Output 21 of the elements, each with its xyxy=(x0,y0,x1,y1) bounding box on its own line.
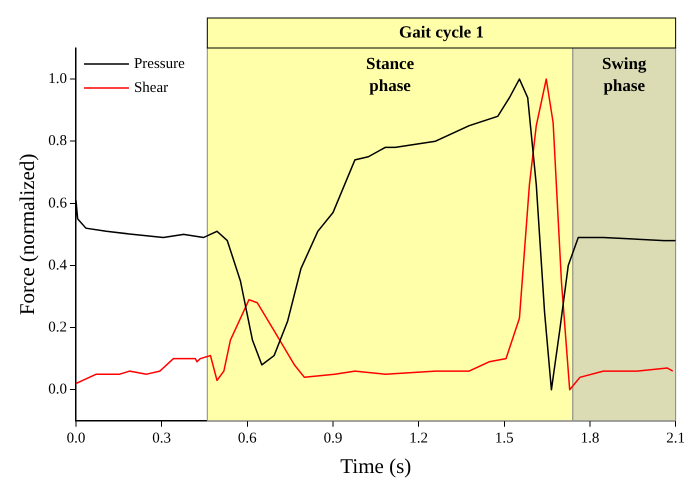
x-tick-label: 0.6 xyxy=(238,430,258,447)
y-tick-label: 0.0 xyxy=(48,382,67,398)
y-axis-title: Force (normalized) xyxy=(15,154,40,316)
x-tick-label: 0.0 xyxy=(66,430,86,447)
x-tick-label: 1.8 xyxy=(580,430,600,447)
x-axis-title: Time (s) xyxy=(340,454,412,478)
band-label: Swing phase xyxy=(602,54,647,95)
y-tick-label: 0.6 xyxy=(48,195,68,212)
x-tick-label: 0.3 xyxy=(152,430,171,447)
x-tick-label: 0.9 xyxy=(324,430,342,447)
legend-label: Shear xyxy=(134,80,168,96)
x-tick-label: 1.5 xyxy=(494,430,514,447)
legend-label: Pressure xyxy=(134,56,186,72)
y-tick-label: 1.0 xyxy=(48,71,67,88)
y-tick-label: 0.4 xyxy=(48,257,68,274)
y-tick-label: 0.2 xyxy=(48,320,67,336)
x-tick-label: 2.1 xyxy=(666,430,685,447)
x-tick-label: 1.2 xyxy=(409,430,428,447)
y-tick-label: 0.8 xyxy=(48,133,67,150)
band-label: Stance phase xyxy=(366,54,415,95)
text: Gait cycle 1 xyxy=(398,22,484,42)
